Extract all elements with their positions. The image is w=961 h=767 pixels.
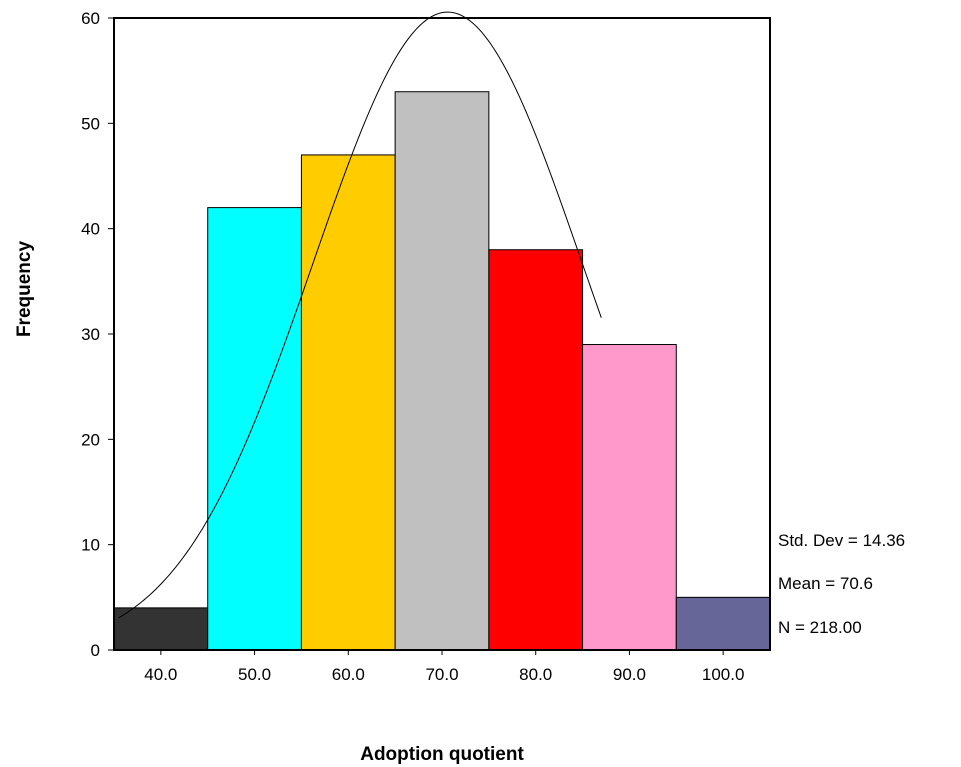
bars [113, 91, 771, 651]
x-tick-label: 70.0 [425, 665, 458, 684]
y-tick-label: 20 [81, 430, 100, 449]
bar-80.0 [488, 249, 584, 651]
x-axis: 40.0 50.0 60.0 70.0 80.0 90.0 100.0 [144, 650, 744, 684]
y-tick-label: 40 [81, 220, 100, 239]
bar-90.0 [582, 344, 677, 651]
y-axis-title: Frequency [14, 241, 35, 338]
bar-50.0 [207, 207, 302, 651]
x-tick-label: 80.0 [519, 665, 552, 684]
x-tick-label: 40.0 [144, 665, 177, 684]
y-tick-label: 60 [81, 9, 100, 28]
x-tick-label: 100.0 [702, 665, 745, 684]
bar-70.0 [394, 91, 490, 651]
bar-60.0 [300, 154, 396, 651]
y-tick-label: 0 [91, 641, 100, 660]
n-label: N = 218.00 [778, 618, 862, 637]
y-tick-label: 10 [81, 536, 100, 555]
bar-100.0 [675, 596, 771, 651]
y-axis: 0 10 20 30 40 50 60 [81, 9, 114, 660]
mean-label: Mean = 70.6 [778, 574, 873, 593]
normal-curve [118, 11, 602, 619]
x-tick-label: 60.0 [332, 665, 365, 684]
x-axis-title: Adoption quotient [360, 744, 524, 765]
y-tick-label: 30 [81, 325, 100, 344]
y-tick-label: 50 [81, 114, 100, 133]
bar-40.0 [113, 607, 209, 651]
std-dev-label: Std. Dev = 14.36 [778, 531, 905, 550]
x-tick-label: 50.0 [238, 665, 271, 684]
x-tick-label: 90.0 [613, 665, 646, 684]
